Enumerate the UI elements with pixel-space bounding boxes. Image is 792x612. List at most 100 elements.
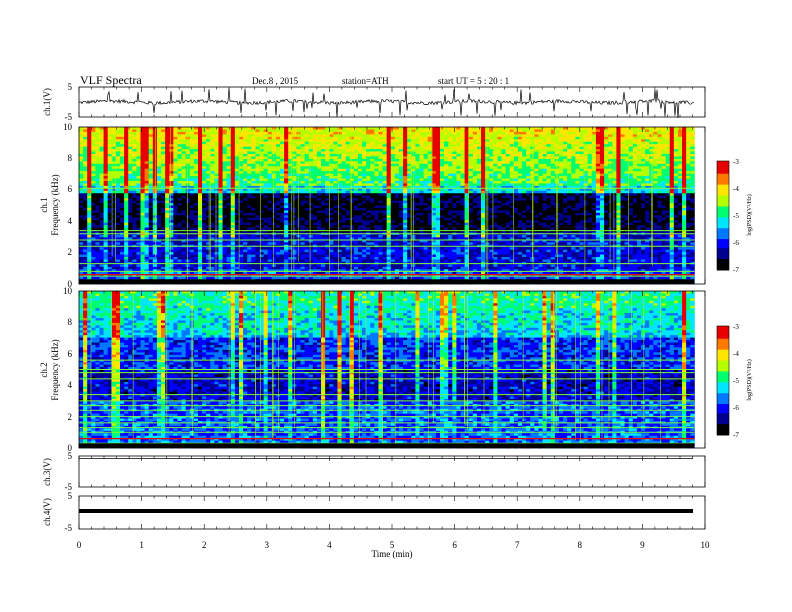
- spectrogram-cell: [267, 254, 273, 258]
- spectrogram-cell: [161, 210, 166, 214]
- spectrogram-cell: [366, 136, 371, 140]
- spectrogram-cell: [238, 151, 244, 155]
- spectrogram-cell: [173, 131, 178, 135]
- spectrogram-cell: [386, 158, 392, 162]
- spectrogram-cell: [284, 269, 289, 273]
- spectrogram-cell: [374, 178, 379, 182]
- spectrogram-cell: [202, 271, 207, 275]
- spectrogram-cell: [107, 254, 113, 258]
- spectrogram-cell: [255, 271, 260, 275]
- spectrogram-cell: [210, 254, 215, 258]
- spectrogram-cell: [161, 215, 166, 219]
- spectrogram-cell: [378, 205, 383, 209]
- spectrogram-cell: [193, 129, 199, 133]
- spectrogram-cell: [87, 234, 92, 238]
- spectrogram-cell: [329, 269, 334, 273]
- spectrogram-cell: [165, 212, 170, 216]
- spectrogram-cell: [124, 266, 129, 270]
- spectrogram-cell: [189, 139, 195, 143]
- spectrogram-cell: [144, 257, 150, 260]
- spectrogram-cell: [128, 151, 133, 155]
- spectrogram-cell: [345, 234, 351, 238]
- spectrogram-cell: [185, 139, 191, 143]
- spectrogram-cell: [206, 190, 211, 194]
- spectrogram-cell: [226, 215, 232, 219]
- spectrogram-cell: [321, 205, 326, 209]
- spectrogram-cell: [144, 163, 150, 167]
- spectrogram-cell: [382, 239, 388, 243]
- spectrogram-cell: [255, 249, 260, 253]
- spectrogram-cell: [140, 249, 146, 253]
- spectrogram-cell: [325, 210, 330, 214]
- spectrogram-cell: [95, 212, 100, 216]
- spectrogram-cell: [353, 134, 359, 138]
- spectrogram-cell: [226, 266, 232, 270]
- spectrogram-cell: [124, 252, 129, 255]
- spectrogram-cell: [120, 127, 125, 130]
- spectrogram-cell: [300, 269, 306, 273]
- spectrogram-cell: [300, 195, 306, 199]
- spectrogram-cell: [103, 259, 109, 263]
- spectrogram-cell: [362, 153, 367, 157]
- spectrogram-cell: [312, 176, 318, 179]
- spectrogram-cell: [296, 264, 301, 268]
- spectrogram-cell: [230, 185, 236, 189]
- spectrogram-cell: [103, 242, 109, 246]
- spectrogram-cell: [124, 176, 129, 179]
- spectrogram-cell: [321, 198, 326, 201]
- spectrogram-cell: [79, 239, 84, 243]
- spectrogram-cell: [259, 166, 265, 170]
- spectrogram-cell: [136, 259, 141, 263]
- spectrogram-cell: [374, 230, 379, 233]
- spectrogram-cell: [280, 171, 285, 175]
- spectrogram-cell: [169, 271, 174, 275]
- spectrogram-cell: [140, 166, 146, 170]
- spectrogram-cell: [202, 131, 207, 135]
- spectrogram-cell: [329, 166, 334, 170]
- spectrogram-cell: [238, 158, 244, 162]
- spectrogram-cell: [148, 227, 154, 231]
- spectrogram-cell: [366, 156, 371, 160]
- spectrogram-cell: [115, 144, 121, 148]
- spectrogram-cell: [308, 200, 314, 204]
- spectrogram-cell: [120, 259, 125, 263]
- spectrogram-cell: [247, 257, 252, 260]
- spectrogram-cell: [251, 141, 256, 145]
- spectrogram-cell: [181, 205, 187, 209]
- spectrogram-cell: [218, 188, 223, 192]
- spectrogram-cell: [99, 203, 105, 206]
- spectrogram-cell: [95, 264, 100, 268]
- spectrogram-cell: [267, 151, 273, 155]
- spectrogram-cell: [386, 264, 392, 268]
- spectrogram-cell: [226, 234, 232, 238]
- spectrogram-cell: [83, 212, 88, 216]
- spectrogram-cell: [189, 200, 195, 204]
- spectrogram-cell: [115, 146, 121, 150]
- spectrogram-cell: [378, 207, 383, 211]
- spectrogram-cell: [263, 217, 269, 221]
- spectrogram-cell: [238, 176, 244, 179]
- spectrogram-cell: [218, 252, 223, 255]
- spectrogram-cell: [267, 129, 273, 133]
- spectrogram-cell: [185, 136, 191, 140]
- spectrogram-cell: [218, 247, 223, 251]
- spectrogram-cell: [136, 203, 141, 206]
- spectrogram-cell: [271, 264, 277, 268]
- spectrogram-cell: [173, 200, 178, 204]
- spectrogram-cell: [321, 185, 326, 189]
- spectrogram-cell: [329, 146, 334, 150]
- spectrogram-cell: [189, 171, 195, 175]
- spectrogram-cell: [251, 217, 256, 221]
- spectrogram-cell: [234, 151, 240, 155]
- spectrogram-cell: [136, 212, 141, 216]
- spectrogram-cell: [349, 210, 355, 214]
- spectrogram-cell: [181, 193, 187, 197]
- spectrogram-cell: [238, 198, 244, 201]
- spectrogram-cell: [308, 151, 314, 155]
- spectrogram-cell: [111, 205, 117, 209]
- spectrogram-cell: [144, 129, 150, 133]
- spectrogram-cell: [243, 237, 248, 241]
- spectrogram-cell: [234, 225, 240, 228]
- spectrogram-cell: [206, 217, 211, 221]
- spectrogram-cell: [390, 131, 396, 135]
